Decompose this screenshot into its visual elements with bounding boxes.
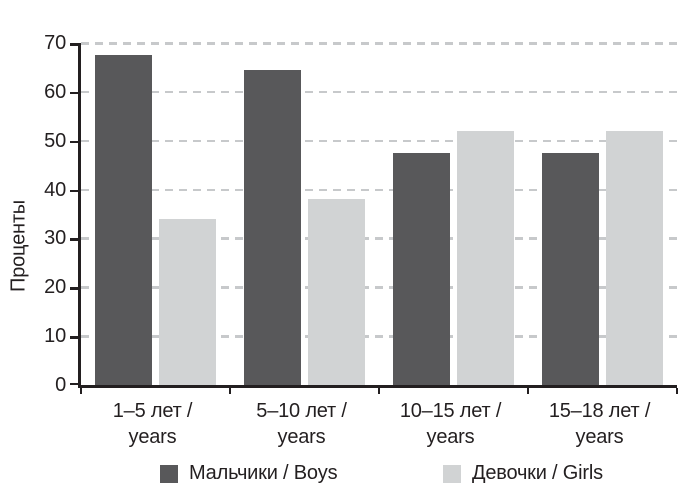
x-axis-category-labels: 1–5 лет / years 5–10 лет / years 10–15 лет /… <box>78 398 674 450</box>
gridline-20 <box>81 286 677 289</box>
y-tick-label-70: 70 <box>44 32 66 54</box>
x-category-label-1: 5–10 лет / years <box>227 398 376 450</box>
bar-girls-3 <box>606 130 663 385</box>
x-category-label-3-line1: 15–18 лет / <box>548 400 651 422</box>
gridline-70 <box>81 42 677 45</box>
y-tick-label-20: 20 <box>44 276 66 299</box>
x-tick-mark-0 <box>79 388 82 394</box>
bar-groups <box>81 43 677 385</box>
bar-boys-0 <box>95 55 152 385</box>
bar-girls-1 <box>308 199 365 385</box>
y-axis-tick-labels: 0 10 20 30 40 50 60 70 <box>30 32 66 396</box>
x-category-label-3: 15–18 лет / years <box>525 398 674 450</box>
girls-series-swatch <box>443 464 461 483</box>
bar-boys-2 <box>393 152 450 385</box>
x-category-label-1-line2: years <box>277 426 326 448</box>
x-tick-mark-3 <box>526 388 529 394</box>
y-tick-mark-70 <box>70 43 78 46</box>
bar-girls-0 <box>159 218 216 385</box>
y-tick-mark-50 <box>70 140 78 144</box>
boys-series-label: Мальчики / Boys <box>189 462 338 484</box>
x-tick-mark-2 <box>377 388 380 394</box>
y-axis-title: Проценты <box>7 200 30 292</box>
gridline-10 <box>81 335 677 338</box>
y-tick-label-30: 30 <box>44 227 66 250</box>
gridline-40 <box>81 188 677 192</box>
boys-series-swatch <box>160 464 178 483</box>
legend-item-boys: Мальчики / Boys <box>160 462 338 485</box>
y-tick-mark-0 <box>70 382 78 385</box>
bar-group-1 <box>230 43 379 385</box>
y-tick-label-40: 40 <box>44 178 66 201</box>
legend-item-girls: Девочки / Girls <box>443 462 603 485</box>
x-category-label-2-line2: years <box>426 426 475 448</box>
x-category-label-0-line1: 1–5 лет / <box>112 400 193 422</box>
y-tick-mark-40 <box>70 189 78 193</box>
x-tick-mark-1 <box>228 388 231 394</box>
x-category-label-0-line2: years <box>128 426 177 448</box>
gridline-60 <box>81 90 677 94</box>
bar-group-2 <box>379 43 528 385</box>
x-tick-mark-4 <box>675 388 678 394</box>
bar-group-3 <box>528 43 677 385</box>
y-tick-label-10: 10 <box>44 325 66 348</box>
y-tick-mark-20 <box>70 287 78 290</box>
bar-group-0 <box>81 43 230 385</box>
x-category-label-1-line1: 5–10 лет / <box>256 400 347 422</box>
x-category-label-3-line2: years <box>575 426 624 448</box>
y-tick-mark-30 <box>70 238 78 241</box>
girls-series-label: Девочки / Girls <box>472 462 603 484</box>
y-tick-label-50: 50 <box>44 129 66 152</box>
x-category-label-2: 10–15 лет / years <box>376 398 525 450</box>
bar-boys-1 <box>244 69 301 385</box>
y-tick-label-60: 60 <box>44 80 66 103</box>
gridline-30 <box>81 237 677 240</box>
y-tick-mark-60 <box>70 91 78 95</box>
gridline-50 <box>81 139 677 143</box>
bar-boys-3 <box>542 152 599 385</box>
plot-area <box>70 42 678 394</box>
bar-girls-2 <box>457 130 514 385</box>
x-category-label-2-line1: 10–15 лет / <box>399 400 502 422</box>
y-tick-mark-10 <box>70 336 78 339</box>
x-category-label-0: 1–5 лет / years <box>78 398 227 450</box>
y-tick-label-0: 0 <box>55 374 66 396</box>
